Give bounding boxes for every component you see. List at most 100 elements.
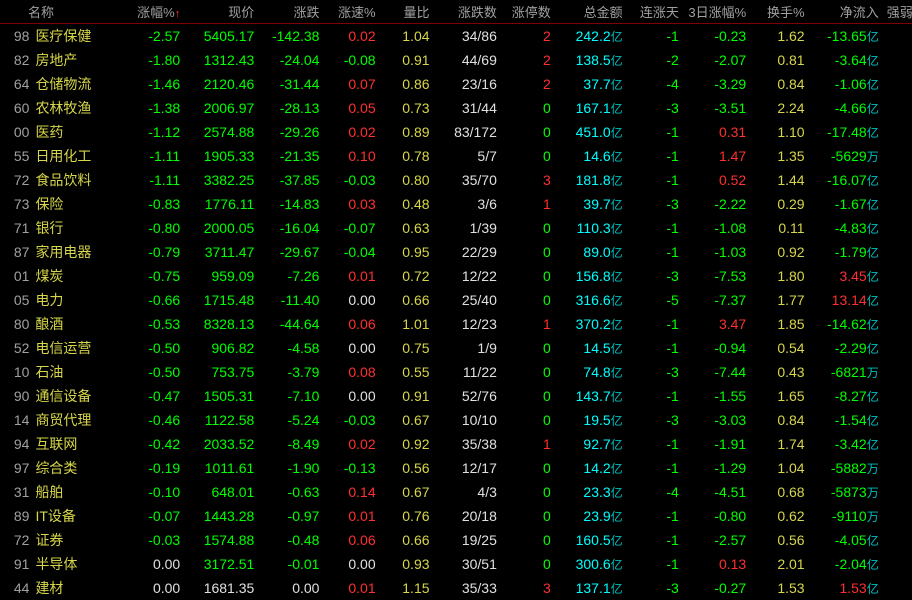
col-flow[interactable]: 净流入 [809,0,883,24]
cell-spd: -0.07 [323,216,379,240]
cell-pct: -0.79 [117,240,184,264]
table-row[interactable]: 44建材0.001681.350.000.011.1535/333137.1亿-… [0,576,912,600]
cell-turn: 1.74 [750,432,808,456]
col-chg[interactable]: 涨跌 [258,0,323,24]
cell-pct: -0.19 [117,456,184,480]
cell-pct: -1.46 [117,72,184,96]
cell-limit: 0 [501,120,555,144]
cell-pct3: -1.29 [683,456,750,480]
cell-name: 石油 [31,360,116,384]
table-row[interactable]: 00医药-1.122574.88-29.260.020.8983/1720451… [0,120,912,144]
table-row[interactable]: 72证券-0.031574.88-0.480.060.6619/250160.5… [0,528,912,552]
cell-amt: 160.5亿 [555,528,627,552]
cell-pct: -0.80 [117,216,184,240]
cell-days: -1 [627,24,683,49]
col-turn[interactable]: 换手% [750,0,808,24]
table-row[interactable]: 10石油-0.50753.75-3.790.080.5511/22074.8亿-… [0,360,912,384]
cell-code: 82 [0,48,31,72]
table-row[interactable]: 01煤炭-0.75959.09-7.260.010.7212/220156.8亿… [0,264,912,288]
table-row[interactable]: 60农林牧渔-1.382006.97-28.130.050.7331/44016… [0,96,912,120]
cell-str [883,360,912,384]
cell-chg: -0.01 [258,552,323,576]
cell-chg: -11.40 [258,288,323,312]
col-updown[interactable]: 涨跌数 [434,0,501,24]
col-days[interactable]: 连涨天 [627,0,683,24]
table-header-row: 名称 涨幅%↑ 现价 涨跌 涨速% 量比 涨跌数 涨停数 总金额 连涨天 3日涨… [0,0,912,24]
cell-pct3: -7.53 [683,264,750,288]
table-row[interactable]: 98医疗保健-2.575405.17-142.380.021.0434/8622… [0,24,912,49]
table-row[interactable]: 82房地产-1.801312.43-24.04-0.080.9144/69213… [0,48,912,72]
cell-code: 64 [0,72,31,96]
cell-vol: 0.91 [380,48,434,72]
cell-pct3: -7.44 [683,360,750,384]
cell-amt: 39.7亿 [555,192,627,216]
col-price[interactable]: 现价 [184,0,258,24]
cell-updown: 83/172 [434,120,501,144]
table-row[interactable]: 87家用电器-0.793711.47-29.67-0.040.9522/2908… [0,240,912,264]
col-limit[interactable]: 涨停数 [501,0,555,24]
cell-pct: -0.42 [117,432,184,456]
cell-code: 52 [0,336,31,360]
table-row[interactable]: 94互联网-0.422033.52-8.490.020.9235/38192.7… [0,432,912,456]
cell-pct3: -1.91 [683,432,750,456]
cell-limit: 3 [501,168,555,192]
table-row[interactable]: 05电力-0.661715.48-11.400.000.6625/400316.… [0,288,912,312]
cell-pct: -0.07 [117,504,184,528]
cell-pct: -2.57 [117,24,184,49]
table-row[interactable]: 72食品饮料-1.113382.25-37.85-0.030.8035/7031… [0,168,912,192]
table-row[interactable]: 55日用化工-1.111905.33-21.350.100.785/7014.6… [0,144,912,168]
cell-chg: -0.48 [258,528,323,552]
table-row[interactable]: 80酿酒-0.538328.13-44.640.061.0112/231370.… [0,312,912,336]
cell-vol: 0.63 [380,216,434,240]
cell-limit: 0 [501,528,555,552]
table-row[interactable]: 73保险-0.831776.11-14.830.030.483/6139.7亿-… [0,192,912,216]
cell-pct3: -0.94 [683,336,750,360]
cell-amt: 370.2亿 [555,312,627,336]
cell-code: 71 [0,216,31,240]
cell-pct3: -0.27 [683,576,750,600]
col-vol[interactable]: 量比 [380,0,434,24]
cell-price: 8328.13 [184,312,258,336]
col-name[interactable]: 名称 [0,0,117,24]
cell-price: 1776.11 [184,192,258,216]
cell-spd: -0.03 [323,408,379,432]
cell-chg: -44.64 [258,312,323,336]
table-row[interactable]: 71银行-0.802000.05-16.04-0.070.631/390110.… [0,216,912,240]
col-str[interactable]: 强弱 [883,0,912,24]
cell-vol: 0.91 [380,384,434,408]
cell-days: -1 [627,456,683,480]
cell-vol: 0.56 [380,456,434,480]
table-row[interactable]: 90通信设备-0.471505.31-7.100.000.9152/760143… [0,384,912,408]
cell-pct3: -4.51 [683,480,750,504]
cell-pct: 0.00 [117,552,184,576]
cell-str [883,480,912,504]
cell-updown: 35/38 [434,432,501,456]
cell-flow: 3.45亿 [809,264,883,288]
table-row[interactable]: 91半导体0.003172.51-0.010.000.9330/510300.6… [0,552,912,576]
col-pct[interactable]: 涨幅%↑ [117,0,184,24]
cell-flow: -13.65亿 [809,24,883,49]
table-row[interactable]: 31船舶-0.10648.01-0.630.140.674/3023.3亿-4-… [0,480,912,504]
col-amt[interactable]: 总金额 [555,0,627,24]
table-row[interactable]: 97综合类-0.191011.61-1.90-0.130.5612/17014.… [0,456,912,480]
cell-updown: 23/16 [434,72,501,96]
cell-days: -5 [627,288,683,312]
col-pct3[interactable]: 3日涨幅% [683,0,750,24]
col-spd[interactable]: 涨速% [323,0,379,24]
cell-vol: 0.92 [380,432,434,456]
cell-vol: 0.76 [380,504,434,528]
cell-amt: 167.1亿 [555,96,627,120]
cell-days: -1 [627,336,683,360]
cell-str [883,552,912,576]
cell-limit: 3 [501,576,555,600]
table-row[interactable]: 52电信运营-0.50906.82-4.580.000.751/9014.5亿-… [0,336,912,360]
cell-vol: 1.04 [380,24,434,49]
cell-limit: 0 [501,552,555,576]
cell-days: -3 [627,576,683,600]
table-row[interactable]: 89IT设备-0.071443.28-0.970.010.7620/18023.… [0,504,912,528]
table-row[interactable]: 64仓储物流-1.462120.46-31.440.070.8623/16237… [0,72,912,96]
cell-spd: 0.07 [323,72,379,96]
table-row[interactable]: 14商贸代理-0.461122.58-5.24-0.030.6710/10019… [0,408,912,432]
cell-limit: 2 [501,72,555,96]
cell-pct3: -0.80 [683,504,750,528]
